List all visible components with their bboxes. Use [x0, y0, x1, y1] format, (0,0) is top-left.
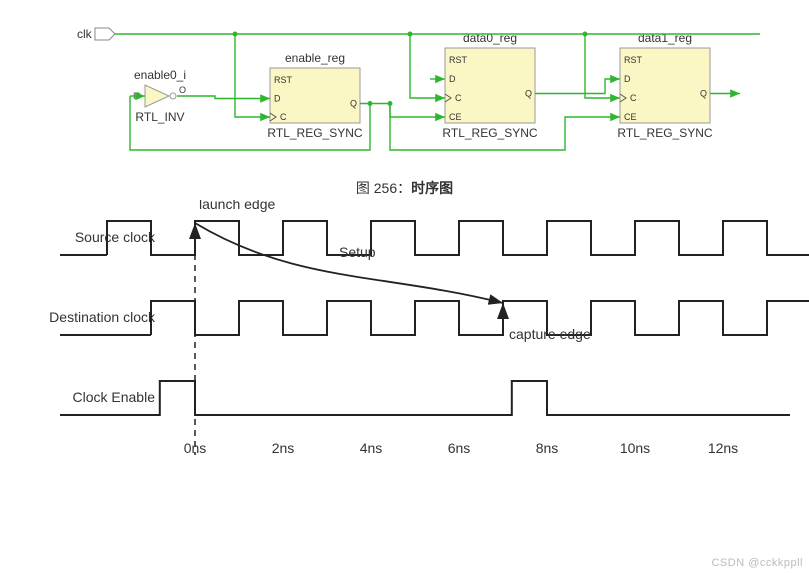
wire	[177, 96, 270, 99]
waveform-label: Clock Enable	[73, 389, 156, 405]
watermark: CSDN @cckkppll	[711, 557, 803, 569]
caption-prefix: 图 256：	[356, 180, 411, 196]
clock-enable-waveform	[60, 381, 790, 415]
setup-arc	[195, 223, 503, 303]
time-tick-label: 10ns	[620, 440, 650, 456]
svg-text:CE: CE	[624, 112, 637, 122]
time-tick-label: 4ns	[360, 440, 383, 456]
register-name: data0_reg	[463, 31, 517, 45]
svg-text:O: O	[179, 85, 186, 95]
svg-text:RST: RST	[274, 75, 293, 85]
wire	[360, 104, 445, 118]
time-tick-label: 0ns	[184, 440, 207, 456]
time-tick-label: 2ns	[272, 440, 295, 456]
svg-text:D: D	[274, 94, 281, 104]
clock-waveform	[151, 301, 809, 335]
capture-edge-label: capture edge	[509, 326, 591, 342]
figure-caption: 图 256：时序图	[0, 178, 809, 198]
register-type: RTL_REG_SYNC	[442, 126, 537, 140]
waveform-label: Destination clock	[49, 309, 156, 325]
time-tick-label: 12ns	[708, 440, 738, 456]
svg-text:C: C	[630, 93, 637, 103]
wire	[585, 34, 620, 98]
svg-text:C: C	[280, 112, 287, 122]
svg-text:D: D	[624, 74, 631, 84]
svg-text:Q: Q	[700, 89, 707, 99]
inverter-label-bottom: RTL_INV	[135, 110, 184, 124]
wire	[235, 34, 270, 117]
clock-waveform	[107, 221, 809, 255]
register-name: data1_reg	[638, 31, 692, 45]
wire	[410, 34, 445, 98]
clk-label: clk	[77, 27, 93, 41]
inverter-icon	[145, 85, 169, 107]
launch-edge-label: launch edge	[199, 200, 276, 212]
register-type: RTL_REG_SYNC	[267, 126, 362, 140]
waveform-label: Source clock	[75, 229, 156, 245]
svg-text:RST: RST	[449, 55, 468, 65]
timing-diagram: Source clock Destination clock Clock Enabl…	[0, 200, 809, 560]
svg-text:D: D	[449, 74, 456, 84]
wire	[535, 79, 620, 94]
clk-port-icon	[95, 28, 115, 40]
svg-text:Q: Q	[350, 99, 357, 109]
page: clkenable0_iRTL_INVI0Oenable_regRTL_REG_…	[0, 0, 809, 573]
time-tick-label: 6ns	[448, 440, 471, 456]
time-tick-label: 8ns	[536, 440, 559, 456]
svg-text:C: C	[455, 93, 462, 103]
setup-label: Setup	[339, 244, 376, 260]
rtl-schematic: clkenable0_iRTL_INVI0Oenable_regRTL_REG_…	[0, 0, 809, 170]
register-type: RTL_REG_SYNC	[617, 126, 712, 140]
svg-text:CE: CE	[449, 112, 462, 122]
svg-text:Q: Q	[525, 89, 532, 99]
register-name: enable_reg	[285, 51, 345, 65]
inverter-label-top: enable0_i	[134, 68, 186, 82]
svg-text:RST: RST	[624, 55, 643, 65]
caption-title: 时序图	[411, 180, 453, 196]
